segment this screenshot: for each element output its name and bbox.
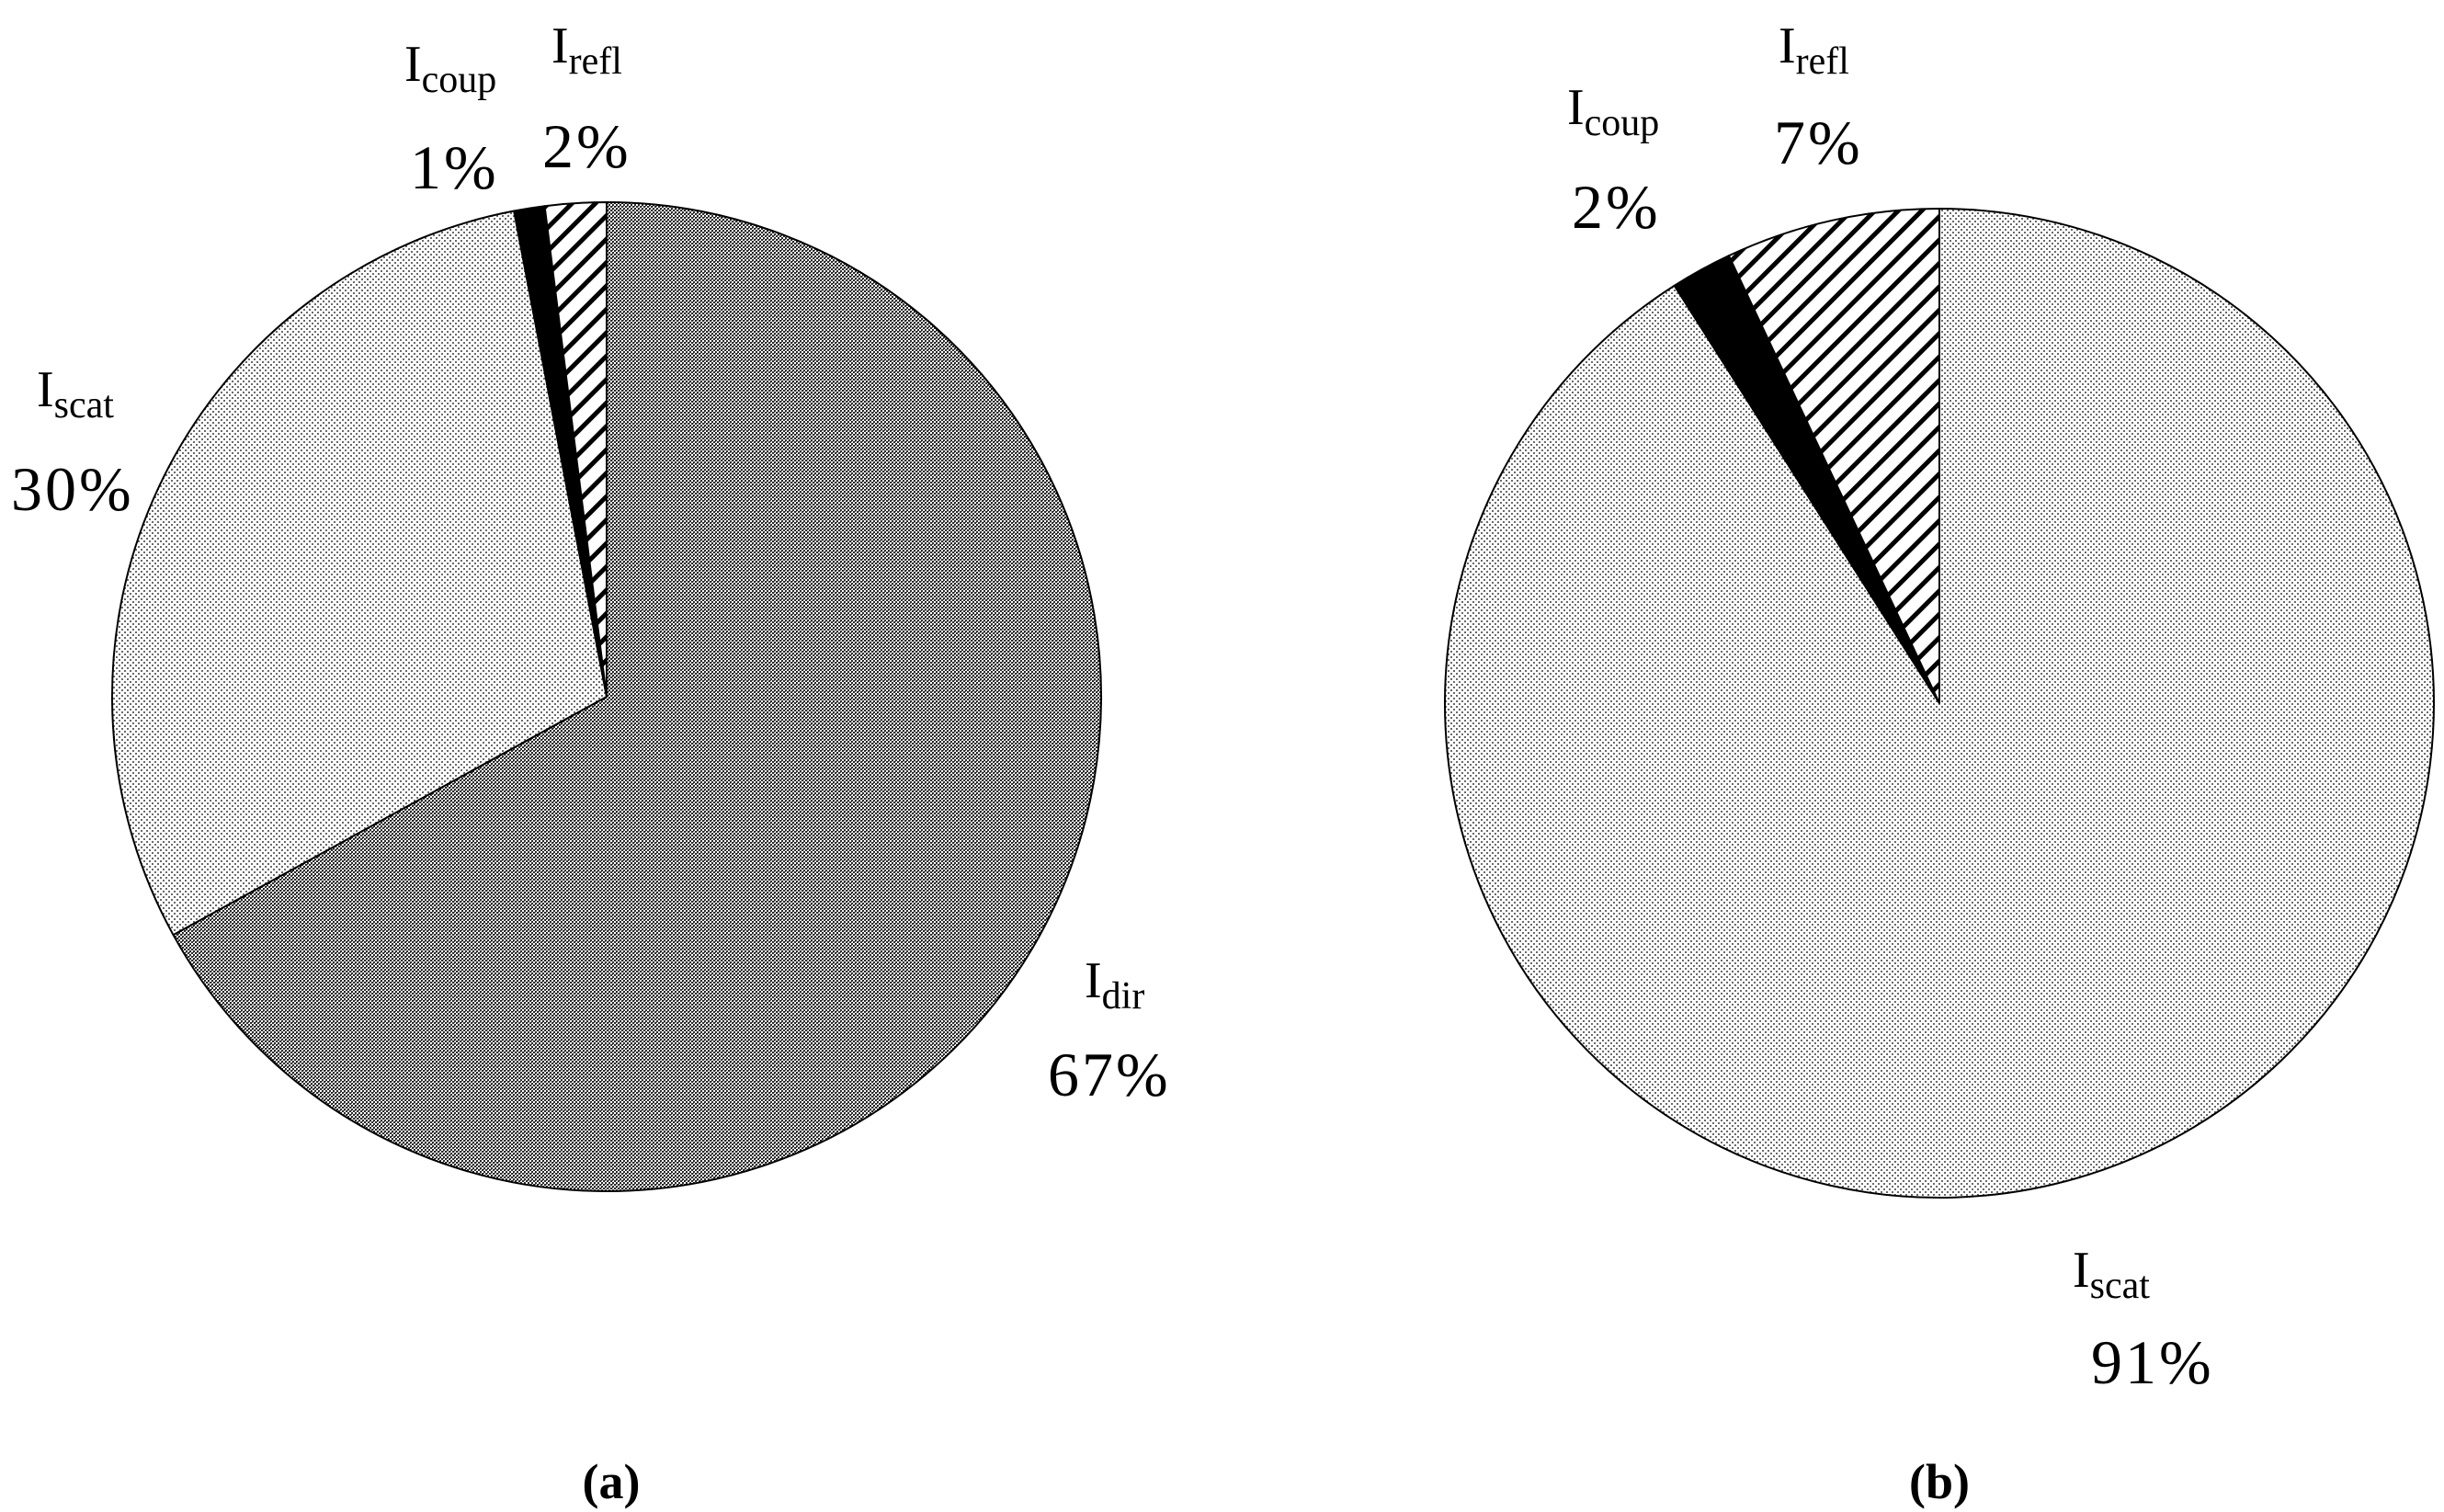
pie-a-pct-refl: 2%	[542, 111, 631, 181]
pie-a-slice-scat	[111, 210, 608, 937]
pie-a-pct-scat: 30%	[11, 454, 134, 524]
pie-b-label-scat: Iscat	[2073, 1242, 2150, 1307]
pie-b-label-coup: Icoup	[1567, 79, 1659, 144]
pie-a-label-coup: Icoup	[404, 36, 496, 101]
pie-a-pct-coup: 1%	[410, 132, 499, 202]
pie-a-slices	[111, 201, 1103, 1192]
pie-a-pct-dir: 67%	[1048, 1040, 1171, 1109]
pie-b-pct-refl: 7%	[1774, 108, 1863, 177]
pie-b-pct-scat: 91%	[2091, 1327, 2214, 1397]
pie-b-label-refl: Irefl	[1779, 17, 1849, 83]
pie-b-pct-coup: 2%	[1572, 172, 1661, 242]
pie-a-label-dir: Idir	[1085, 952, 1144, 1017]
pie-b-slice-refl	[1727, 208, 1940, 704]
pie-chart-b: Iscat 91% Icoup 2% Irefl 7% (b)	[1444, 17, 2436, 1509]
pie-a-slice-refl	[543, 201, 608, 698]
pie-a-label-scat: Iscat	[37, 361, 114, 426]
pie-a-label-refl: Irefl	[551, 17, 622, 83]
panel-label-b: (b)	[1909, 1454, 1970, 1509]
panel-label-a: (a)	[583, 1454, 641, 1509]
pie-b-slices	[1444, 208, 2436, 1199]
pie-chart-a: Idir 67% Iscat 30% Icoup 1% Irefl 2% (a)	[11, 17, 1171, 1509]
pie-a-slice-dir	[172, 201, 1103, 1192]
